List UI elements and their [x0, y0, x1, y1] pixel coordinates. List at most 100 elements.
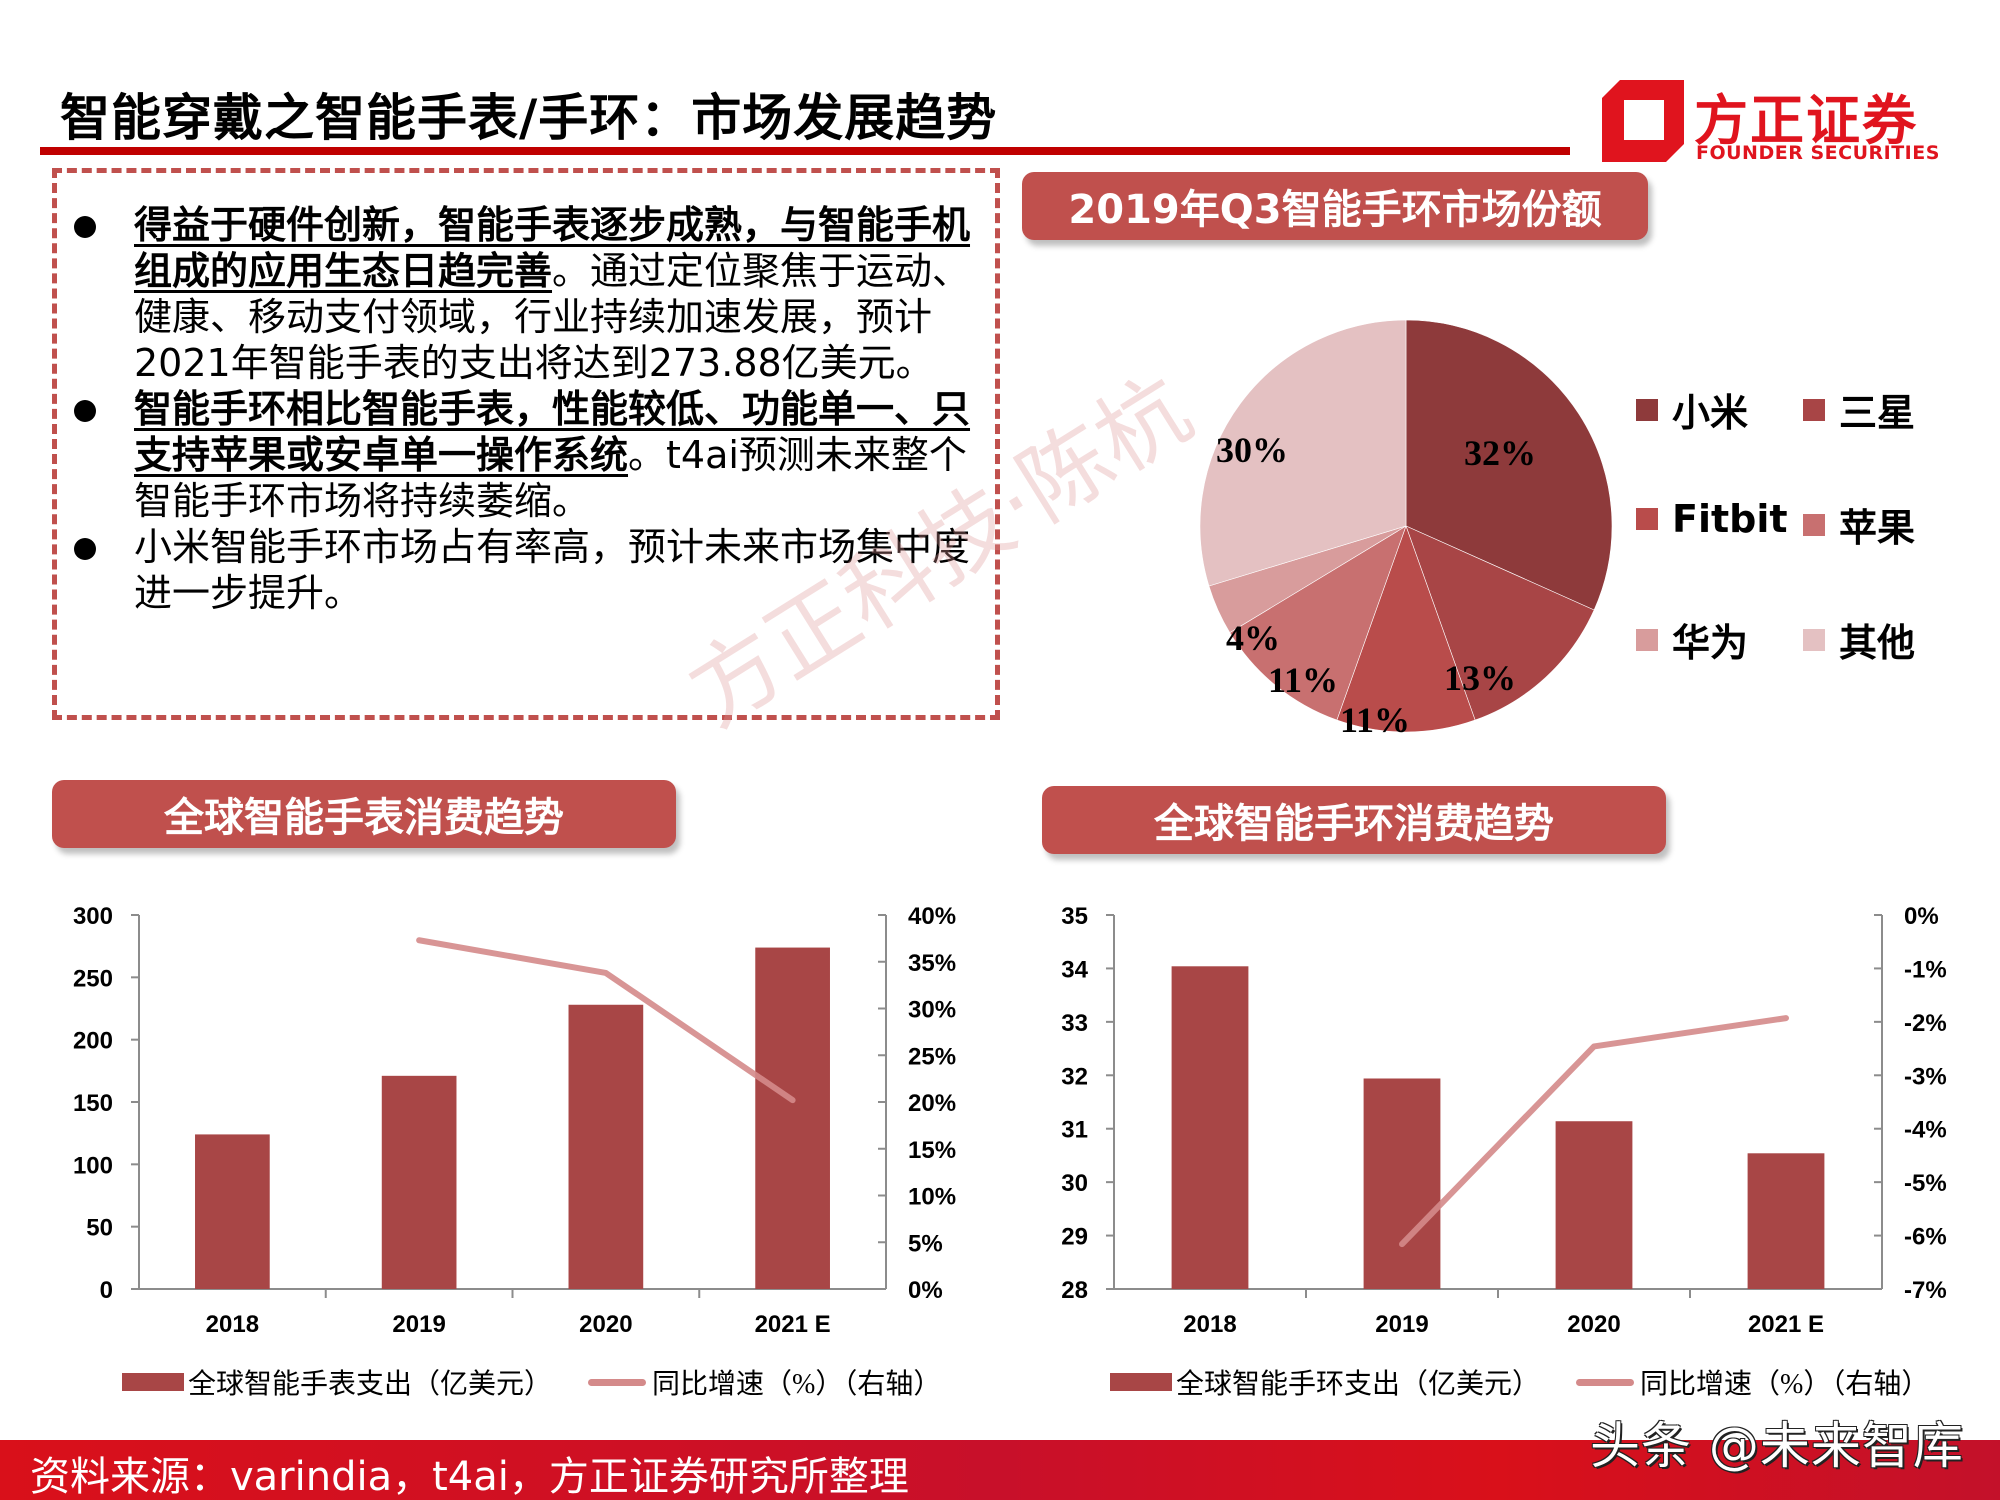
- x-axis-category-label: 2018: [206, 1311, 259, 1338]
- summary-bullets: 得益于硬件创新，智能手表逐步成熟，与智能手机组成的应用生态日趋完善。通过定位聚焦…: [72, 202, 972, 616]
- bullet-text: 。通过定位聚焦于运动、健康、移动支付领域，行业持续加速发展，预计2021年智能手…: [134, 249, 971, 385]
- bar: [1555, 1121, 1633, 1289]
- pie-data-label: 11%: [1340, 700, 1410, 740]
- x-axis-category-label: 2018: [1183, 1311, 1236, 1338]
- legend-item: 其他: [1803, 612, 1915, 667]
- y-axis-tick-label: 200: [73, 1028, 113, 1055]
- y2-axis-tick-label: 20%: [908, 1090, 956, 1117]
- bullet-text: 。t4ai预测未来整个智能手环市场将持续萎缩。: [134, 433, 967, 523]
- legend-bar-label: 全球智能手环支出（亿美元）: [1176, 1369, 1541, 1400]
- y-axis-tick-label: 34: [1061, 956, 1088, 983]
- pie-slice-3: [1229, 525, 1407, 721]
- bar: [1363, 1078, 1441, 1289]
- legend-label: 三星: [1839, 391, 1916, 435]
- bullet-item: 智能手环相比智能手表，性能较低、功能单一、只支持苹果或安卓单一操作系统。t4ai…: [72, 386, 972, 524]
- y2-axis-tick-label: 10%: [908, 1184, 956, 1211]
- y2-axis-tick-label: -2%: [1904, 1010, 1947, 1037]
- y2-axis-tick-label: -6%: [1904, 1224, 1947, 1251]
- legend-line-swatch: [588, 1378, 647, 1386]
- bar: [568, 1004, 644, 1289]
- y2-axis-tick-label: -1%: [1904, 956, 1947, 983]
- x-axis-category-label: 2019: [392, 1311, 445, 1338]
- y-axis-tick-label: 30: [1061, 1170, 1088, 1197]
- legend-swatch: [1636, 508, 1658, 530]
- legend-bar-swatch: [122, 1373, 184, 1391]
- bullet-dot-icon: [74, 538, 96, 560]
- pie-data-label: 32%: [1464, 433, 1536, 473]
- y-axis-tick-label: 29: [1061, 1224, 1088, 1251]
- pie-slice-2: [1336, 525, 1476, 733]
- bar: [381, 1075, 457, 1289]
- legend-bar-label: 全球智能手表支出（亿美元）: [188, 1369, 553, 1400]
- y2-axis-tick-label: 25%: [908, 1043, 956, 1070]
- growth-rate-line: [416, 937, 796, 1104]
- bar: [1171, 966, 1249, 1289]
- smartband-spending-chart: 28 29 30 31 32 33 34 35 -7% -6% -5% -4% -3% -2% -1% 0% 2…: [1061, 903, 1947, 1338]
- pie-slice-5: [1199, 319, 1407, 587]
- y-axis-tick-label: 31: [1061, 1117, 1088, 1144]
- y2-axis-tick-label: 5%: [908, 1230, 943, 1257]
- x-axis-category-label: 2020: [579, 1311, 632, 1338]
- y-axis-tick-label: 300: [73, 903, 113, 930]
- platform-watermark: 头条 @未来智库: [1590, 1417, 1964, 1475]
- bullet-item: 得益于硬件创新，智能手表逐步成熟，与智能手机组成的应用生态日趋完善。通过定位聚焦…: [72, 202, 972, 386]
- y-axis-tick-label: 150: [73, 1090, 113, 1117]
- legend-swatch: [1803, 513, 1825, 536]
- y2-axis-tick-label: -5%: [1904, 1170, 1947, 1197]
- legend-swatch: [1803, 398, 1825, 421]
- pie-data-label: 30%: [1216, 430, 1288, 470]
- legend-item: 苹果: [1803, 497, 1915, 552]
- bullet-emphasis: 智能手环相比智能手表，性能较低、功能单一、只支持苹果或安卓单一操作系统: [134, 387, 971, 477]
- bullet-text: 小米智能手环市场占有率高，预计未来市场集中度进一步提升。: [134, 525, 971, 615]
- y2-axis-tick-label: 0%: [908, 1277, 943, 1304]
- x-axis-category-label: 2021 E: [1748, 1311, 1824, 1338]
- page-title: 智能穿戴之智能手表/手环：市场发展趋势: [60, 89, 998, 147]
- y-axis-tick-label: 28: [1061, 1277, 1088, 1304]
- legend-line-label: 同比增速（%）（右轴）: [652, 1369, 942, 1400]
- legend-line-swatch: [1576, 1378, 1635, 1386]
- legend-swatch: [1636, 628, 1658, 651]
- y-axis-tick-label: 33: [1061, 1010, 1088, 1037]
- bullet-dot-icon: [74, 216, 96, 238]
- bar: [195, 1134, 270, 1289]
- pie-slice-1: [1405, 525, 1595, 721]
- legend-label: Fitbit: [1672, 497, 1788, 541]
- y-axis-tick-label: 250: [73, 965, 113, 992]
- logo-text-en: FOUNDER SECURITIES: [1696, 142, 1940, 164]
- bullet-dot-icon: [74, 400, 96, 422]
- legend-swatch: [1803, 628, 1825, 651]
- x-axis-category-label: 2019: [1375, 1311, 1428, 1338]
- title-divider: [40, 147, 1570, 155]
- footer-band: [0, 1440, 2000, 1500]
- y-axis-tick-label: 32: [1061, 1063, 1088, 1090]
- legend-line-label: 同比增速（%）（右轴）: [1640, 1369, 1930, 1400]
- logo-text-cn: 方正证券: [1694, 89, 1918, 152]
- legend-label: 小米: [1672, 391, 1749, 435]
- smartwatch-chart-title: 全球智能手表消费趋势: [52, 780, 676, 848]
- legend-swatch: [1636, 398, 1658, 421]
- legend-label: 其他: [1839, 621, 1916, 665]
- legend-item: Fitbit: [1636, 497, 1788, 541]
- y2-axis-tick-label: -7%: [1904, 1277, 1947, 1304]
- y2-axis-tick-label: 30%: [908, 997, 956, 1024]
- legend-label: 华为: [1672, 621, 1749, 665]
- pie-slice-0: [1405, 319, 1613, 611]
- bar: [1747, 1153, 1825, 1289]
- summary-box: [52, 168, 1000, 720]
- y-axis-tick-label: 0: [100, 1277, 113, 1304]
- smartband-chart-legend: 全球智能手环支出（亿美元） 同比增速（%）（右轴）: [1110, 1362, 1929, 1402]
- y2-axis-tick-label: 35%: [908, 950, 956, 977]
- y2-axis-tick-label: 0%: [1904, 903, 1939, 930]
- y2-axis-tick-label: 40%: [908, 903, 956, 930]
- bullet-item: 小米智能手环市场占有率高，预计未来市场集中度进一步提升。: [72, 524, 972, 616]
- market-share-pie-chart: 32%13%11%11%4%30%: [1199, 319, 1613, 740]
- bar: [755, 947, 830, 1289]
- smartwatch-spending-chart: 0 50 100 150 200 250 300 0% 5% 10% 15% 20% 25% 30% 35%…: [73, 903, 956, 1338]
- legend-bar-swatch: [1110, 1373, 1172, 1391]
- pie-data-label: 11%: [1268, 660, 1338, 700]
- pie-data-label: 13%: [1444, 658, 1516, 698]
- logo-mark-icon: [1602, 80, 1684, 162]
- x-axis-category-label: 2021 E: [755, 1311, 831, 1338]
- pie-data-label: 4%: [1226, 618, 1280, 658]
- y-axis-tick-label: 100: [73, 1152, 113, 1179]
